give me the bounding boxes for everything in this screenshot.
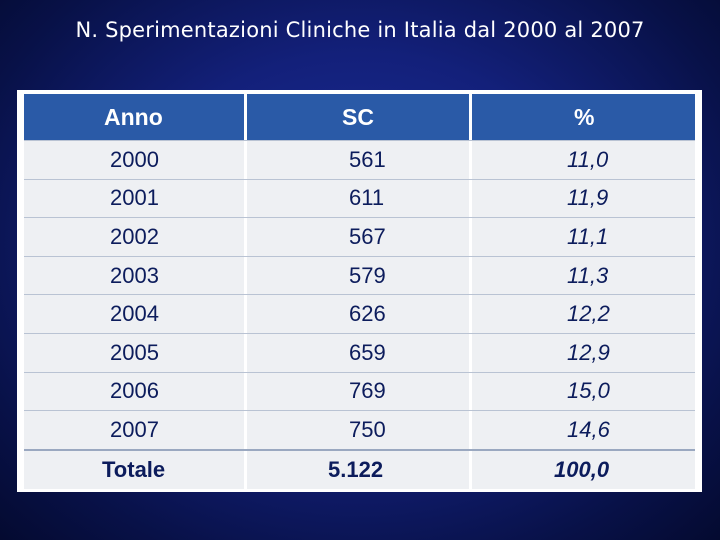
cell-sc: 626 — [247, 295, 472, 333]
header-percent: % — [574, 103, 595, 130]
cell-percent: 12,2 — [567, 301, 610, 327]
cell-percent: 11,0 — [567, 146, 609, 172]
table-header-row: Anno SC % — [24, 94, 695, 140]
cell-anno: 2004 — [24, 295, 247, 333]
header-sc: SC — [247, 94, 472, 140]
cell-sc: 579 — [247, 256, 472, 295]
cell-anno: 2002 — [24, 218, 247, 256]
cell-sc: 611 — [247, 179, 472, 218]
cell-sc: 750 — [247, 411, 472, 449]
cell-percent: 15,0 — [567, 378, 610, 404]
total-sc: 5.122 — [247, 450, 472, 489]
cell-anno: 2001 — [24, 179, 247, 218]
table-grid: Anno SC % 2000 561 11,0 2001 611 11,9 20… — [24, 94, 695, 489]
total-label: Totale — [24, 450, 247, 489]
table-row: 2006 769 15,0 — [24, 371, 695, 411]
cell-anno: 2007 — [24, 411, 247, 449]
cell-percent: 11,9 — [567, 185, 609, 211]
table-row: 2000 561 11,0 — [24, 140, 695, 179]
cell-percent: 14,6 — [567, 416, 610, 442]
table-row: 2005 659 12,9 — [24, 332, 695, 372]
cell-sc: 561 — [247, 141, 472, 179]
cell-sc: 659 — [247, 333, 472, 372]
cell-percent: 11,3 — [567, 262, 609, 288]
table-total-row: Totale 5.122 100,0 — [24, 448, 695, 489]
table-row: 2002 567 11,1 — [24, 217, 695, 256]
header-anno: Anno — [24, 94, 247, 140]
table-row: 2001 611 11,9 — [24, 178, 695, 218]
cell-anno: 2003 — [24, 256, 247, 295]
cell-anno: 2000 — [24, 141, 247, 179]
total-percent: 100,0 — [554, 456, 610, 482]
cell-percent: 12,9 — [567, 339, 610, 365]
slide-title: N. Sperimentazioni Cliniche in Italia da… — [75, 18, 645, 42]
cell-sc: 567 — [247, 218, 472, 256]
cell-anno: 2006 — [24, 372, 247, 411]
cell-anno: 2005 — [24, 333, 247, 372]
cell-sc: 769 — [247, 372, 472, 411]
table-row: 2003 579 11,3 — [24, 255, 695, 295]
table-row: 2004 626 12,2 — [24, 294, 695, 333]
cell-percent: 11,1 — [567, 223, 609, 249]
table-row: 2007 750 14,6 — [24, 410, 695, 449]
data-table: Anno SC % 2000 561 11,0 2001 611 11,9 20… — [17, 90, 702, 492]
